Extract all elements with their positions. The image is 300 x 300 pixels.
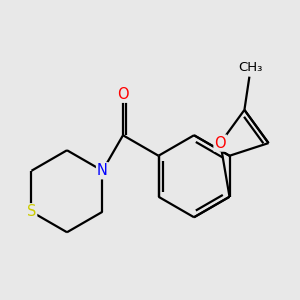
Text: O: O xyxy=(214,136,226,151)
Text: CH₃: CH₃ xyxy=(238,61,263,74)
Text: N: N xyxy=(97,163,108,178)
Text: O: O xyxy=(117,87,129,102)
Text: S: S xyxy=(27,204,36,219)
